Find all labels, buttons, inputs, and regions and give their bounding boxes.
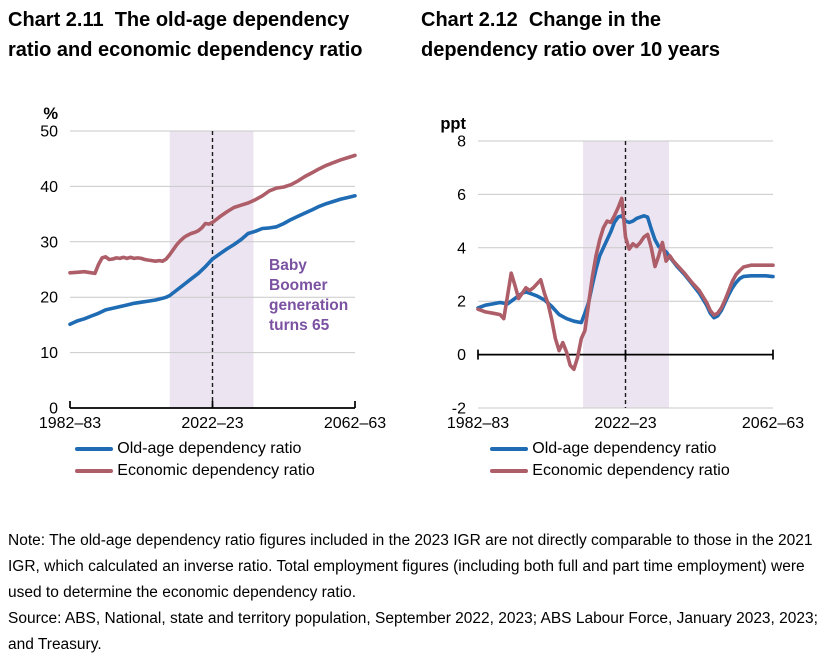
series-line-1	[68, 153, 357, 276]
chart-2-12-title-line-1: Chart 2.12 Change in the	[421, 9, 662, 31]
chart-2-11-title: Chart 2.11 The old-age dependency ratio …	[8, 5, 413, 65]
legend-swatch-old-age	[75, 446, 114, 452]
source-text: Source: ABS, National, state and territo…	[8, 610, 818, 653]
y-axis-unit-label: ppt	[440, 115, 466, 133]
legend-label-economic: Economic dependency ratio	[117, 462, 315, 479]
x-tick-label: 1982–83	[447, 415, 509, 432]
y-axis-unit-label: %	[43, 105, 58, 123]
note-text: Note: The old-age dependency ratio figur…	[8, 532, 813, 601]
y-tick-label: 8	[457, 134, 466, 151]
chart-2-11-title-line-1: Chart 2.11 The old-age dependency	[8, 9, 350, 31]
x-tick-label: 2062–63	[742, 415, 804, 432]
chart-2-12-legend: Old-age dependency ratio Economic depend…	[430, 438, 790, 482]
baby-boomer-band	[169, 131, 254, 408]
x-tick-label: 2022–23	[181, 415, 243, 432]
legend-swatch-old-age	[490, 446, 529, 452]
chart-2-11-title-line-2: ratio and economic dependency ratio	[8, 39, 363, 61]
legend-label-economic: Economic dependency ratio	[532, 462, 730, 479]
y-tick-label: 10	[40, 345, 58, 362]
chart-2-12-title: Chart 2.12 Change in the dependency rati…	[421, 5, 826, 65]
chart-2-11-plot: 0 10 20 30 40 50% 1982–83 2022–23 2062–63	[39, 105, 386, 432]
legend-label-old-age: Old-age dependency ratio	[532, 440, 717, 457]
y-tick-label: 50	[40, 124, 58, 141]
y-tick-label: 0	[457, 347, 466, 364]
y-tick-label: -2	[452, 401, 466, 418]
legend-item-old-age: Old-age dependency ratio	[490, 438, 716, 460]
series-line-1	[476, 196, 775, 372]
footer: Note: The old-age dependency ratio figur…	[8, 528, 826, 658]
x-tick-label: 2022–23	[594, 415, 656, 432]
legend-label-old-age: Old-age dependency ratio	[117, 440, 302, 457]
y-tick-label: 20	[40, 290, 58, 307]
y-tick-label: 30	[40, 234, 58, 251]
y-tick-label: 40	[40, 179, 58, 196]
legend-item-economic: Economic dependency ratio	[75, 460, 315, 482]
x-tick-label: 2062–63	[324, 415, 386, 432]
y-tick-label: 4	[457, 240, 466, 257]
y-tick-label: 2	[457, 294, 466, 311]
chart-2-11-legend: Old-age dependency ratio Economic depend…	[15, 438, 375, 482]
series-line-0	[68, 194, 357, 327]
legend-swatch-economic	[75, 468, 114, 474]
legend-item-old-age: Old-age dependency ratio	[75, 438, 301, 460]
legend-item-economic: Economic dependency ratio	[490, 460, 730, 482]
chart-2-12-title-line-2: dependency ratio over 10 years	[421, 39, 721, 61]
x-tick-label: 1982–83	[39, 415, 101, 432]
legend-swatch-economic	[490, 468, 529, 474]
y-tick-label: 6	[457, 187, 466, 204]
y-tick-label: 0	[49, 401, 58, 418]
